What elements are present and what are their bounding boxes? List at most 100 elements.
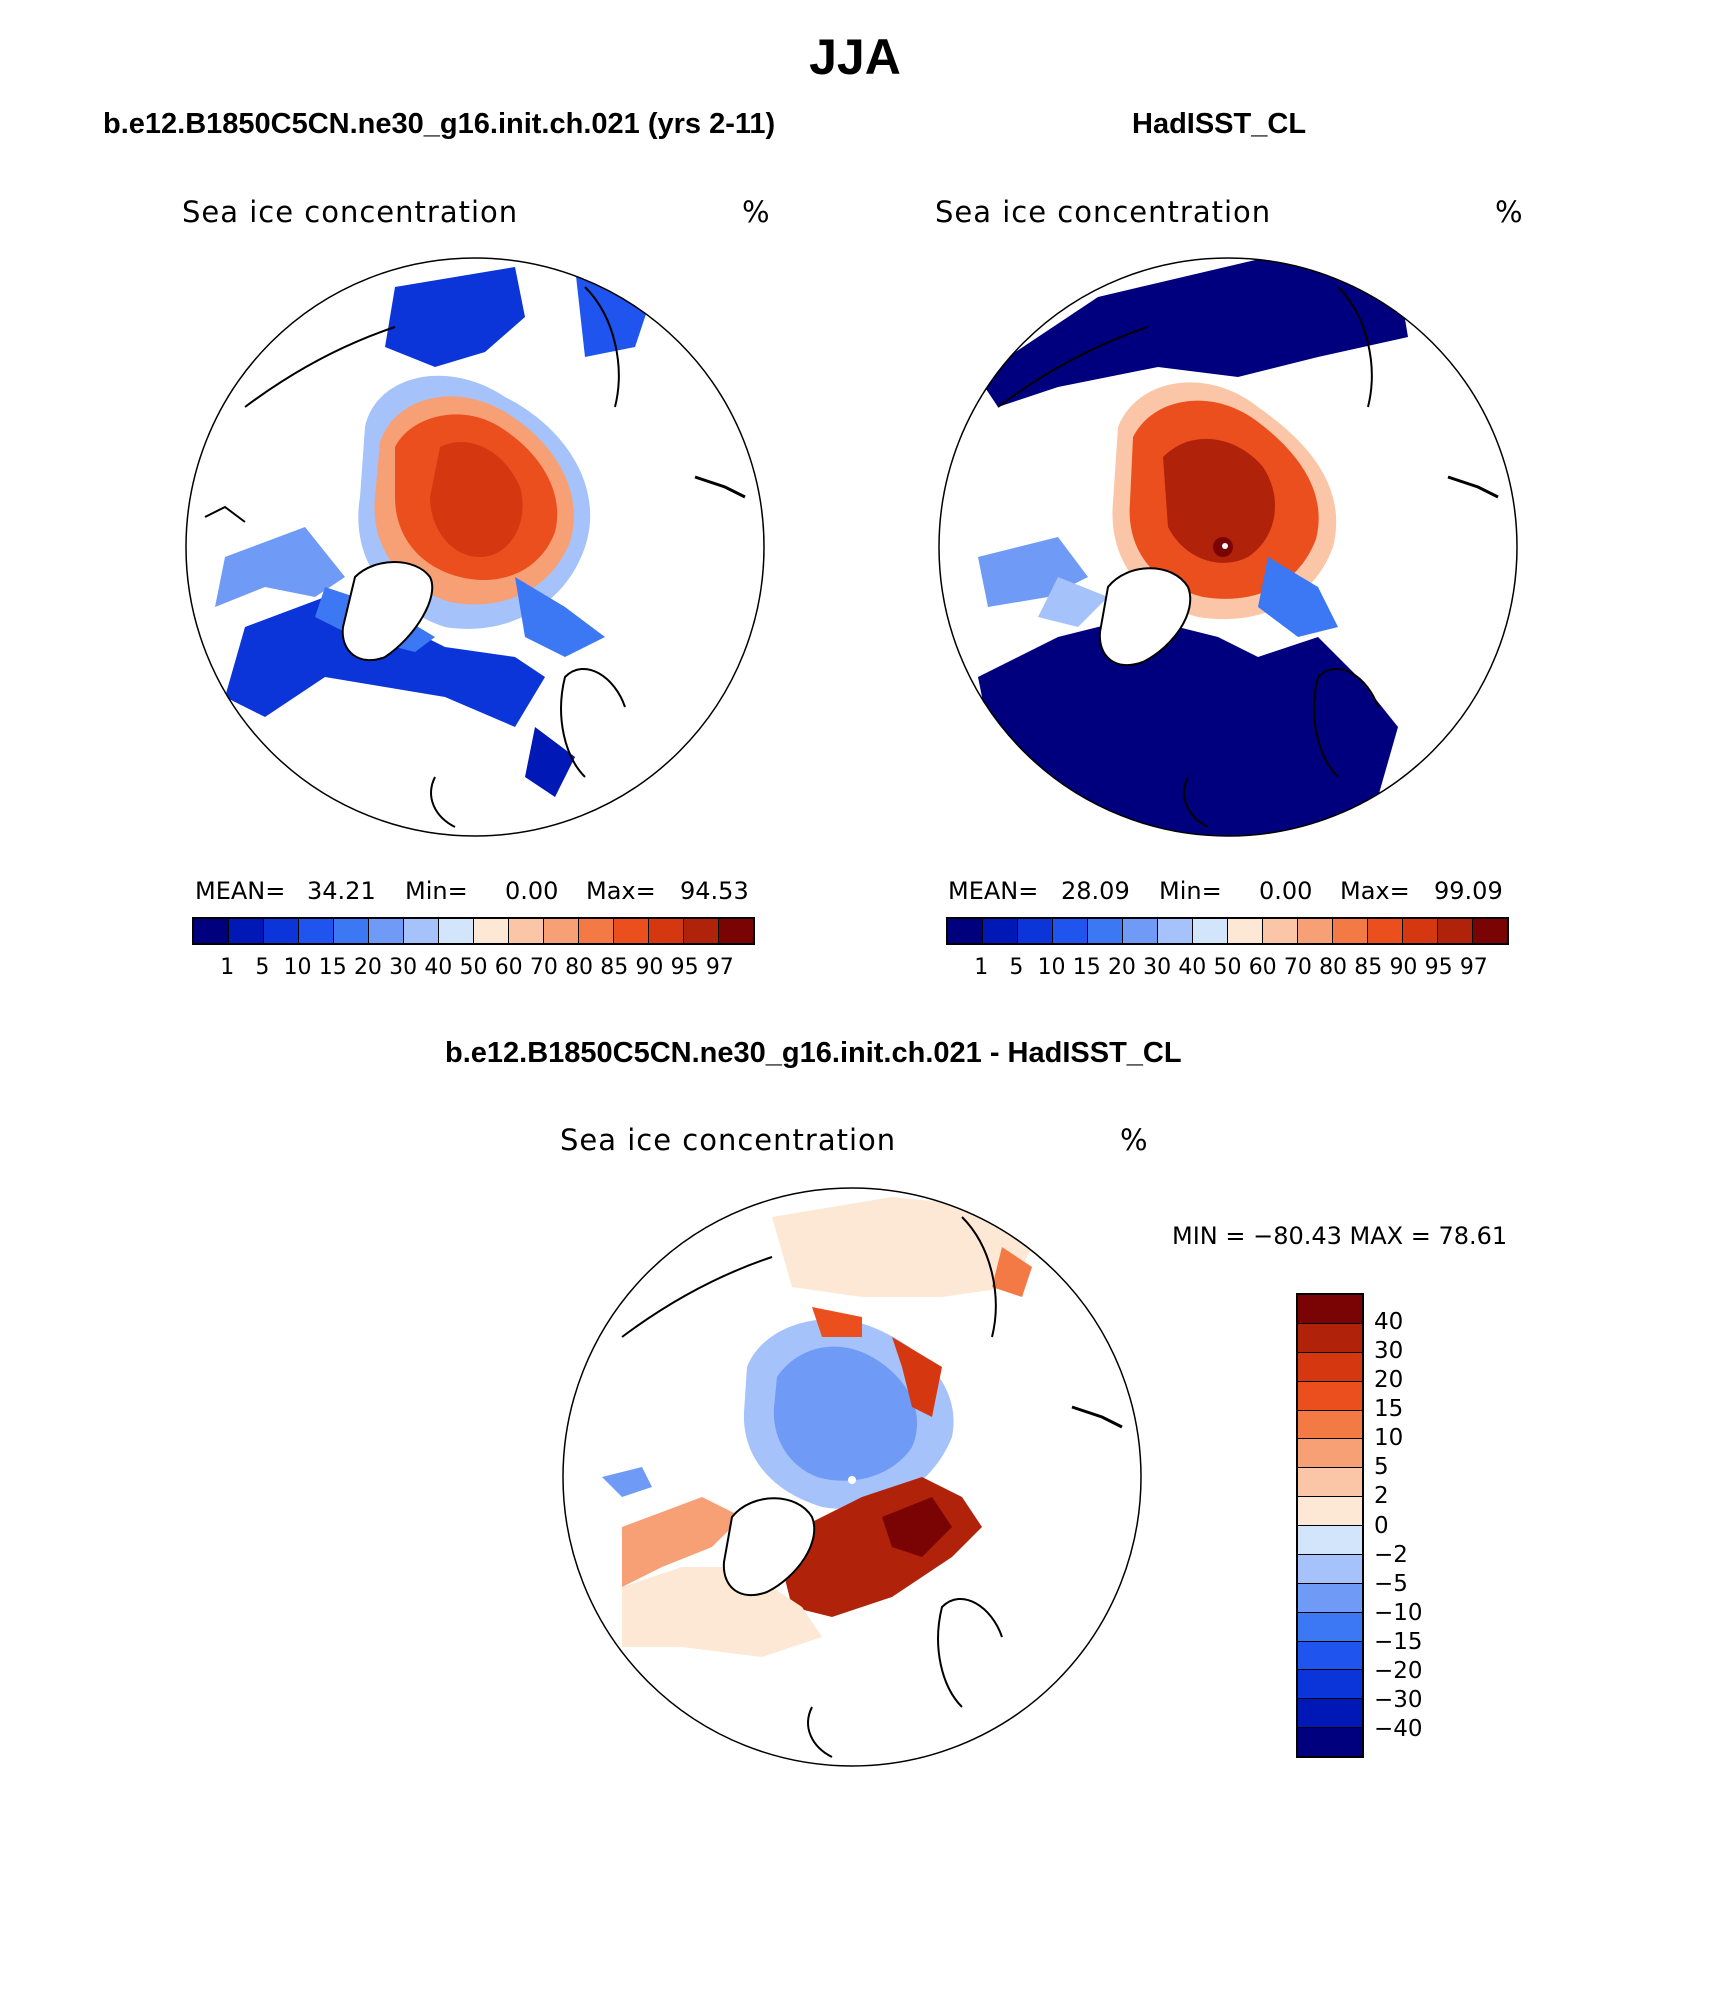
panel-2-min-label: Min= bbox=[1159, 877, 1222, 905]
colorbar-swatch bbox=[1158, 919, 1193, 943]
diff-panel-field-label: Sea ice concentration bbox=[560, 1123, 897, 1157]
colorbar-tick-label: 10 bbox=[1037, 955, 1066, 980]
diff-colorbar bbox=[1296, 1293, 1364, 1758]
colorbar-swatch bbox=[1263, 919, 1298, 943]
colorbar-tick-label: 85 bbox=[1354, 955, 1383, 980]
colorbar-tick-label: 1 bbox=[974, 955, 989, 980]
diff-colorbar-ticks: 40 30 20 15 10 5 2 0 −2 −5 −10 −15 −20 −30 −40 bbox=[1374, 1293, 1474, 1758]
diff-colorbar-tick-label: −10 bbox=[1374, 1599, 1423, 1626]
diff-colorbar-swatch bbox=[1298, 1612, 1362, 1642]
colorbar-swatch bbox=[684, 919, 719, 943]
diff-panel-minmax: MIN = −80.43 MAX = 78.61 bbox=[1172, 1222, 1508, 1250]
colorbar-swatch bbox=[1018, 919, 1053, 943]
panel-1-max-value: 94.53 bbox=[680, 877, 749, 905]
panel-2-colorbar bbox=[946, 917, 1509, 945]
diff-colorbar-tick-label: 10 bbox=[1374, 1425, 1404, 1452]
colorbar-swatch bbox=[264, 919, 299, 943]
colorbar-swatch bbox=[474, 919, 509, 943]
main-title: JJA bbox=[809, 29, 901, 85]
colorbar-tick-label: 5 bbox=[1009, 955, 1024, 980]
diff-colorbar-swatch bbox=[1298, 1295, 1362, 1324]
colorbar-tick-label: 15 bbox=[318, 955, 347, 980]
colorbar-tick-label: 60 bbox=[1248, 955, 1277, 980]
colorbar-tick-label: 85 bbox=[600, 955, 629, 980]
panel-1-min-label: Min= bbox=[405, 877, 468, 905]
panel-1-min-value: 0.00 bbox=[505, 877, 559, 905]
diff-colorbar-tick-label: −2 bbox=[1374, 1541, 1408, 1568]
colorbar-swatch bbox=[983, 919, 1018, 943]
diff-colorbar-tick-label: −5 bbox=[1374, 1570, 1408, 1597]
panel-1-mean-value: 34.21 bbox=[307, 877, 376, 905]
diff-colorbar-swatch bbox=[1298, 1554, 1362, 1584]
diff-colorbar-tick-label: 5 bbox=[1374, 1454, 1389, 1481]
colorbar-swatch bbox=[1403, 919, 1438, 943]
panel-1-title: b.e12.B1850C5CN.ne30_g16.init.ch.021 (yr… bbox=[103, 108, 776, 140]
colorbar-tick-label: 60 bbox=[494, 955, 523, 980]
colorbar-swatch bbox=[1088, 919, 1123, 943]
colorbar-tick-label: 30 bbox=[1143, 955, 1172, 980]
colorbar-swatch bbox=[948, 919, 983, 943]
panel-2-mean-label: MEAN= bbox=[948, 877, 1039, 905]
colorbar-tick-label: 80 bbox=[565, 955, 594, 980]
colorbar-swatch bbox=[369, 919, 404, 943]
colorbar-tick-label: 10 bbox=[283, 955, 312, 980]
colorbar-tick-label: 15 bbox=[1072, 955, 1101, 980]
diff-colorbar-tick-label: −20 bbox=[1374, 1657, 1423, 1684]
diff-colorbar-swatch bbox=[1298, 1381, 1362, 1411]
colorbar-tick-label: 30 bbox=[389, 955, 418, 980]
panel-1-colorbar bbox=[192, 917, 755, 945]
diff-panel-units: % bbox=[1120, 1123, 1149, 1157]
panel-1-mean-label: MEAN= bbox=[195, 877, 286, 905]
diff-colorbar-tick-label: 15 bbox=[1374, 1396, 1404, 1423]
colorbar-tick-label: 97 bbox=[1459, 955, 1488, 980]
colorbar-tick-label: 90 bbox=[1389, 955, 1418, 980]
diff-colorbar-tick-label: 40 bbox=[1374, 1309, 1404, 1336]
panel-2-colorbar-ticks: 1 5 10 15 20 30 40 50 60 70 80 85 90 95 97 bbox=[946, 955, 1509, 985]
diff-colorbar-swatch bbox=[1298, 1439, 1362, 1469]
colorbar-swatch bbox=[614, 919, 649, 943]
diff-colorbar-swatch bbox=[1298, 1641, 1362, 1671]
diff-colorbar-swatch bbox=[1298, 1468, 1362, 1498]
colorbar-tick-label: 50 bbox=[459, 955, 488, 980]
panel-1-field-label: Sea ice concentration bbox=[182, 195, 519, 229]
diff-panel-title: b.e12.B1850C5CN.ne30_g16.init.ch.021 - H… bbox=[445, 1037, 1182, 1069]
colorbar-tick-label: 97 bbox=[705, 955, 734, 980]
diff-colorbar-tick-label: 0 bbox=[1374, 1512, 1389, 1539]
colorbar-tick-label: 70 bbox=[529, 955, 558, 980]
colorbar-swatch bbox=[1053, 919, 1088, 943]
panel-2-max-value: 99.09 bbox=[1434, 877, 1503, 905]
panel-2-max-label: Max= bbox=[1340, 877, 1410, 905]
colorbar-swatch bbox=[579, 919, 614, 943]
colorbar-swatch bbox=[194, 919, 229, 943]
panel-2-units: % bbox=[1495, 195, 1524, 229]
colorbar-tick-label: 95 bbox=[1424, 955, 1453, 980]
colorbar-tick-label: 50 bbox=[1213, 955, 1242, 980]
diff-colorbar-tick-label: 20 bbox=[1374, 1367, 1404, 1394]
diff-colorbar-swatch bbox=[1298, 1670, 1362, 1700]
colorbar-swatch bbox=[404, 919, 439, 943]
panel-1-colorbar-ticks: 1 5 10 15 20 30 40 50 60 70 80 85 90 95 97 bbox=[192, 955, 755, 985]
panel-2-min-value: 0.00 bbox=[1259, 877, 1313, 905]
diff-colorbar-tick-label: −30 bbox=[1374, 1686, 1423, 1713]
colorbar-swatch bbox=[334, 919, 369, 943]
colorbar-swatch bbox=[1193, 919, 1228, 943]
colorbar-swatch bbox=[1368, 919, 1403, 943]
colorbar-tick-label: 20 bbox=[353, 955, 382, 980]
diff-colorbar-tick-label: −15 bbox=[1374, 1628, 1423, 1655]
panel-2-title: HadISST_CL bbox=[1132, 108, 1307, 140]
colorbar-tick-label: 40 bbox=[424, 955, 453, 980]
diff-colorbar-swatch bbox=[1298, 1583, 1362, 1613]
colorbar-swatch bbox=[544, 919, 579, 943]
diff-colorbar-swatch bbox=[1298, 1728, 1362, 1756]
colorbar-swatch bbox=[649, 919, 684, 943]
diff-colorbar-swatch bbox=[1298, 1352, 1362, 1382]
colorbar-swatch bbox=[1298, 919, 1333, 943]
colorbar-tick-label: 1 bbox=[220, 955, 235, 980]
panel-2-mean-value: 28.09 bbox=[1061, 877, 1130, 905]
colorbar-swatch bbox=[1333, 919, 1368, 943]
diff-colorbar-tick-label: 2 bbox=[1374, 1483, 1389, 1510]
colorbar-tick-label: 95 bbox=[670, 955, 699, 980]
diff-colorbar-swatch bbox=[1298, 1410, 1362, 1440]
colorbar-swatch bbox=[1438, 919, 1473, 943]
diff-colorbar-swatch bbox=[1298, 1526, 1362, 1555]
